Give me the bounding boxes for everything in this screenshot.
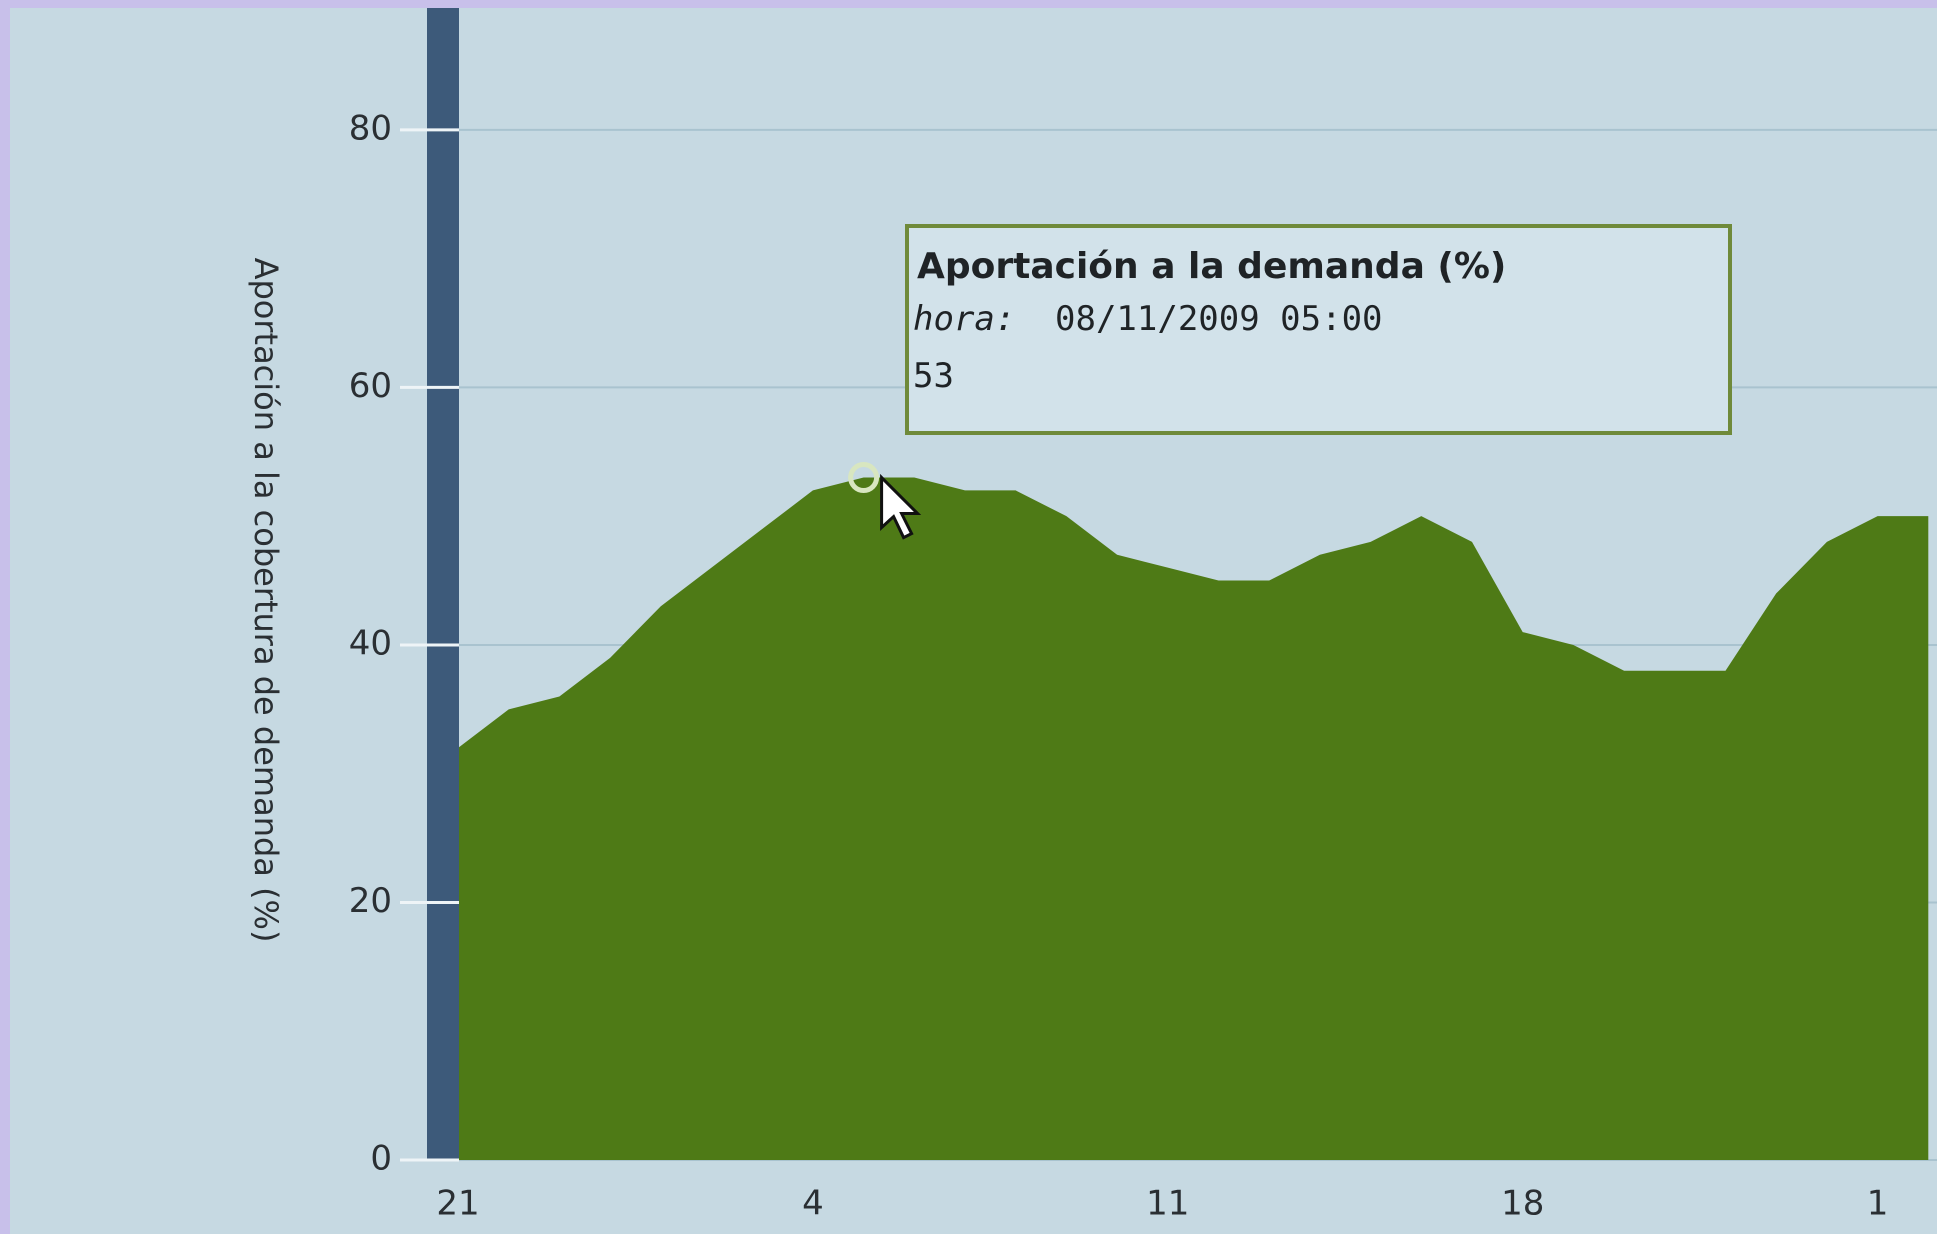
y-axis-label: Aportación a la cobertura de demanda (%) bbox=[247, 258, 285, 943]
chart: Aportación a la cobertura de demanda (%)… bbox=[0, 0, 1937, 1234]
y-tick-label: 60 bbox=[349, 366, 392, 406]
y-tick-label: 80 bbox=[349, 108, 392, 148]
y-tick-label: 0 bbox=[370, 1139, 392, 1179]
x-tick-label: 4 bbox=[802, 1184, 824, 1224]
x-tick-label: 21 bbox=[436, 1184, 479, 1224]
x-tick-label: 1 bbox=[1867, 1184, 1889, 1224]
x-tick-label: 18 bbox=[1501, 1184, 1544, 1224]
y-tick-label: 40 bbox=[349, 623, 392, 663]
axis-bar bbox=[427, 8, 459, 1160]
tooltip: Aportación a la demanda (%) hora: 08/11/… bbox=[907, 226, 1730, 433]
top-border bbox=[0, 0, 1937, 8]
tooltip-title: Aportación a la demanda (%) bbox=[917, 246, 1506, 287]
tooltip-label: hora: bbox=[913, 299, 1015, 339]
plot bbox=[458, 465, 1928, 1160]
x-tick-label: 11 bbox=[1146, 1184, 1189, 1224]
area bbox=[458, 478, 1928, 1160]
tooltip-value: 53 bbox=[913, 356, 954, 396]
y-tick-label: 20 bbox=[349, 881, 392, 921]
tooltip-time: 08/11/2009 05:00 bbox=[1055, 299, 1383, 339]
left-border bbox=[0, 0, 10, 1234]
